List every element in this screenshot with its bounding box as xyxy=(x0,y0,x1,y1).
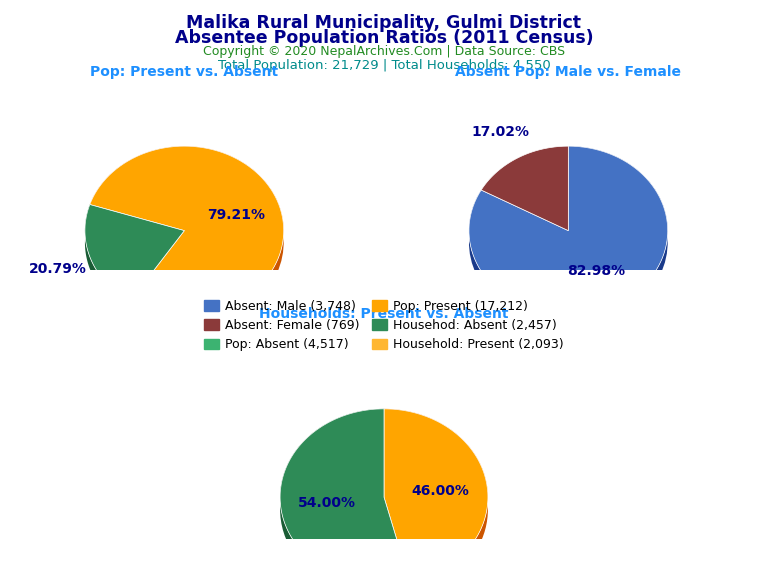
Legend: Absent: Male (3,748), Absent: Female (769), Pop: Absent (4,517), Pop: Present (1: Absent: Male (3,748), Absent: Female (76… xyxy=(200,296,568,355)
Polygon shape xyxy=(469,146,667,327)
Text: Copyright © 2020 NepalArchives.Com | Data Source: CBS: Copyright © 2020 NepalArchives.Com | Dat… xyxy=(203,45,565,58)
Polygon shape xyxy=(85,204,184,301)
Polygon shape xyxy=(85,204,130,313)
Text: Total Population: 21,729 | Total Households: 4,550: Total Population: 21,729 | Total Househo… xyxy=(217,59,551,72)
Text: 17.02%: 17.02% xyxy=(471,126,529,139)
Text: 46.00%: 46.00% xyxy=(412,484,470,498)
Polygon shape xyxy=(384,409,488,576)
Text: 79.21%: 79.21% xyxy=(207,208,265,222)
Text: 54.00%: 54.00% xyxy=(298,497,356,510)
Text: Malika Rural Municipality, Gulmi District: Malika Rural Municipality, Gulmi Distric… xyxy=(187,14,581,32)
Text: Pop: Present vs. Absent: Pop: Present vs. Absent xyxy=(91,66,278,79)
Polygon shape xyxy=(384,409,488,576)
Text: 82.98%: 82.98% xyxy=(567,264,625,278)
Polygon shape xyxy=(280,409,410,576)
Polygon shape xyxy=(280,409,410,576)
Polygon shape xyxy=(90,146,283,327)
Text: Absentee Population Ratios (2011 Census): Absentee Population Ratios (2011 Census) xyxy=(174,29,594,47)
Polygon shape xyxy=(90,146,283,315)
Polygon shape xyxy=(469,146,667,315)
Text: 20.79%: 20.79% xyxy=(29,262,87,275)
Polygon shape xyxy=(482,146,568,230)
Text: Absent Pop: Male vs. Female: Absent Pop: Male vs. Female xyxy=(455,66,681,79)
Text: Households: Present vs. Absent: Households: Present vs. Absent xyxy=(260,308,508,321)
